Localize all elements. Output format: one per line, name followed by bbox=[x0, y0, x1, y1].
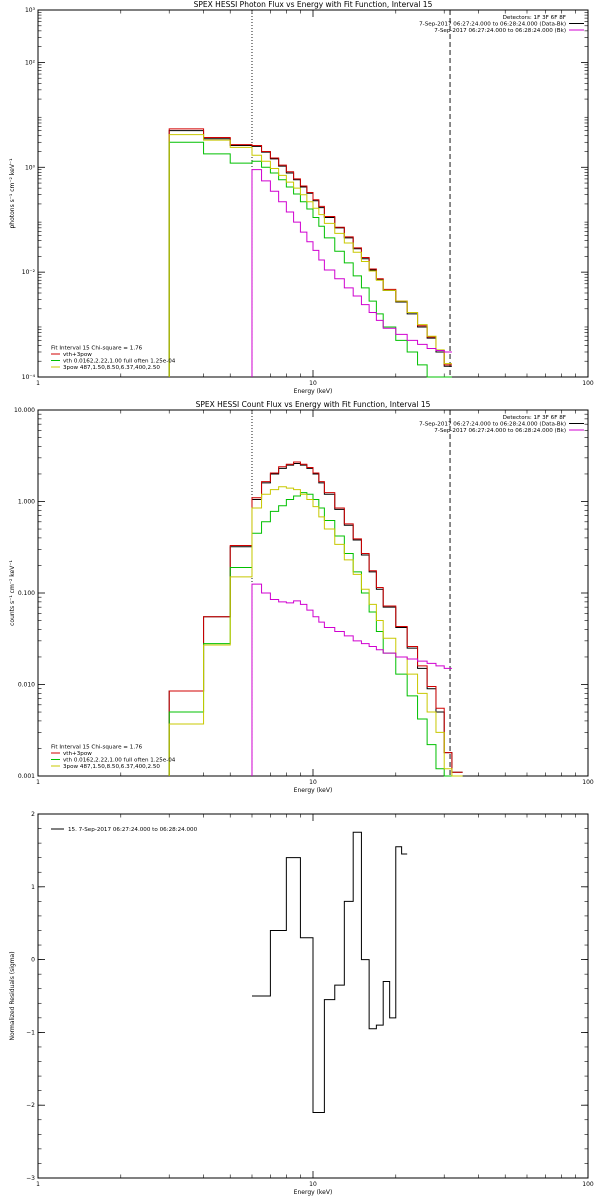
annotation-text: 7-Sep-2017 06:27:24.000 to 06:28:24.000 … bbox=[434, 428, 566, 434]
y-tick-label: −2 bbox=[26, 1102, 35, 1109]
series-bk bbox=[251, 169, 452, 377]
legend-text: 15. 7-Sep-2017 06:27:24.000 to 06:28:24.… bbox=[68, 827, 198, 833]
y-tick-label: 1 bbox=[31, 884, 35, 891]
series-data-bk bbox=[168, 463, 463, 776]
series-bk bbox=[251, 583, 452, 776]
legend-text: Fit Interval 15 Chi-square = 1.76 bbox=[51, 745, 143, 751]
y-tick-label: 2 bbox=[31, 811, 35, 818]
series-3pow bbox=[168, 134, 452, 377]
series-3pow bbox=[168, 486, 463, 777]
y-tick-label: 10⁻⁴ bbox=[22, 374, 36, 381]
x-tick-label: 10 bbox=[309, 779, 317, 786]
x-tick-label: 1 bbox=[36, 1181, 40, 1188]
x-tick-label: 100 bbox=[582, 779, 594, 786]
series-vth bbox=[168, 492, 463, 777]
legend-text: vth 0.0162,2.22,1.00 full often 1.25e-04 bbox=[63, 359, 176, 365]
x-axis-label: Energy (keV) bbox=[294, 787, 333, 794]
y-axis-label: Normalized Residuals (sigma) bbox=[9, 951, 16, 1040]
legend-text: 3pow 487,1.50,8.50,6.37,400,2.50 bbox=[63, 764, 160, 770]
legend-text: vth+3pow bbox=[63, 751, 92, 757]
series-vth bbox=[168, 141, 452, 378]
y-tick-label: 10⁻² bbox=[22, 269, 36, 276]
annotation-text: 7-Sep-2017 06:27:24.000 to 06:28:24.000 … bbox=[419, 22, 566, 28]
legend-text: 3pow 487,1.50,8.50,6.37,400,2.50 bbox=[63, 365, 160, 371]
y-tick-label: −1 bbox=[26, 1029, 35, 1036]
x-tick-label: 1 bbox=[36, 779, 40, 786]
y-axis-label: photons s⁻¹ cm⁻² keV⁻¹ bbox=[9, 158, 16, 229]
y-tick-label: 10³ bbox=[25, 7, 36, 14]
x-tick-label: 1 bbox=[36, 380, 40, 387]
y-axis-label: counts s⁻¹ cm⁻² keV⁻¹ bbox=[9, 560, 16, 626]
y-tick-label: 10² bbox=[25, 59, 36, 66]
chart-title: SPEX HESSI Photon Flux vs Energy with Fi… bbox=[194, 0, 433, 9]
y-tick-label: 0 bbox=[31, 957, 35, 964]
chart-panel-3: Energy (keV) Normalized Residuals (sigma)… bbox=[9, 811, 594, 1196]
legend-text: Fit Interval 15 Chi-square = 1.76 bbox=[51, 346, 143, 352]
chart-panel-1: SPEX HESSI Photon Flux vs Energy with Fi… bbox=[9, 0, 594, 395]
y-tick-label: 10⁰ bbox=[25, 164, 36, 171]
x-axis-label: Energy (keV) bbox=[294, 388, 333, 395]
y-tick-label: 0.001 bbox=[18, 773, 35, 780]
y-tick-label: −3 bbox=[26, 1175, 35, 1182]
y-tick-label: 1.000 bbox=[18, 499, 35, 506]
x-tick-label: 100 bbox=[582, 1181, 594, 1188]
plot-frame bbox=[37, 409, 589, 777]
y-tick-label: 10.000 bbox=[14, 407, 35, 414]
annotation-text: 7-Sep-2017 06:27:24.000 to 06:28:24.000 … bbox=[434, 28, 566, 34]
y-tick-label: 0.100 bbox=[18, 590, 35, 597]
x-tick-label: 10 bbox=[309, 1181, 317, 1188]
series-vth-3pow bbox=[168, 128, 452, 377]
legend-text: vth+3pow bbox=[63, 352, 92, 358]
chart-title: SPEX HESSI Count Flux vs Energy with Fit… bbox=[196, 400, 431, 409]
series-vth-3pow bbox=[168, 461, 463, 776]
legend-text: vth 0.0162,2.22,1.00 full often 1.25e-04 bbox=[63, 758, 176, 764]
x-axis-label: Energy (keV) bbox=[294, 1189, 333, 1196]
y-tick-label: 0.010 bbox=[18, 682, 35, 689]
annotation-text: Detectors: 1F 3F 6F 8F bbox=[503, 15, 566, 21]
series-residuals bbox=[251, 831, 408, 1113]
annotation-text: Detectors: 1F 3F 6F 8F bbox=[503, 415, 566, 421]
x-tick-label: 100 bbox=[582, 380, 594, 387]
chart-panel-2: SPEX HESSI Count Flux vs Energy with Fit… bbox=[9, 400, 594, 794]
x-tick-label: 10 bbox=[309, 380, 317, 387]
annotation-text: 7-Sep-2017 06:27:24.000 to 06:28:24.000 … bbox=[419, 422, 566, 428]
